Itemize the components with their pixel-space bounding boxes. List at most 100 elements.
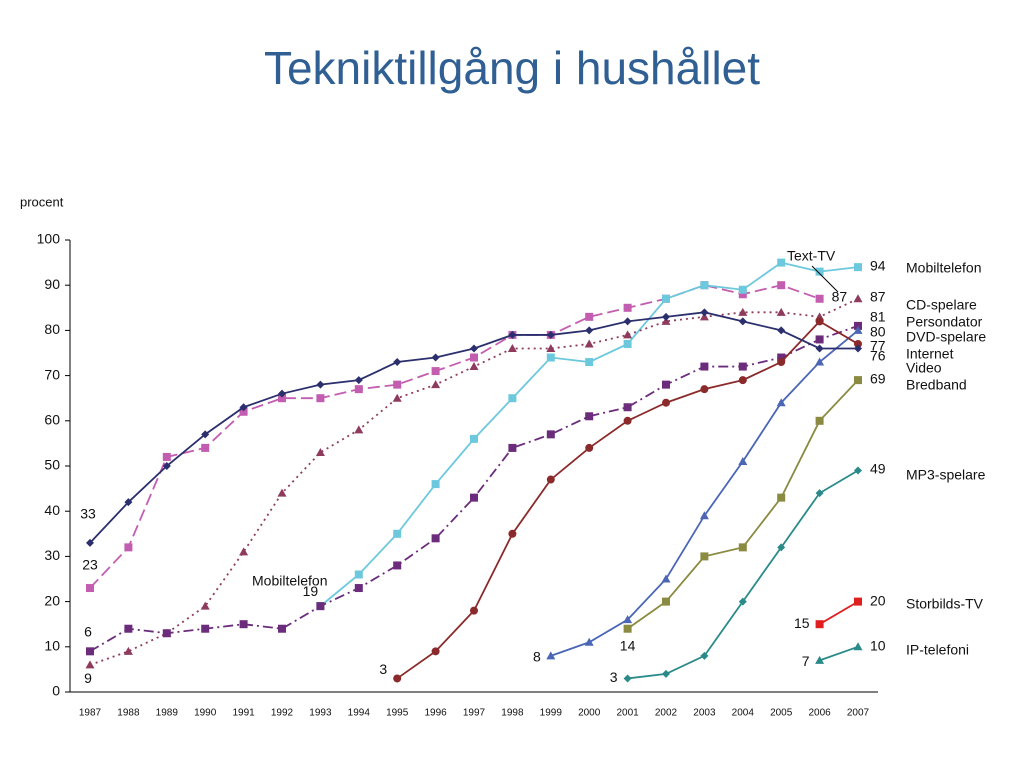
marker (354, 376, 363, 385)
marker (623, 624, 632, 633)
marker (777, 493, 786, 502)
marker (393, 380, 402, 389)
legend-label: CD-spelare (906, 297, 977, 313)
marker (470, 606, 478, 615)
marker (623, 416, 632, 425)
marker (431, 353, 440, 362)
marker (162, 452, 171, 461)
legend-label: IP-telefoni (906, 642, 969, 658)
marker (86, 647, 94, 656)
marker (738, 290, 747, 299)
marker (700, 385, 709, 394)
data-label: 87 (832, 289, 848, 305)
marker (315, 447, 325, 456)
y-tick-label: 30 (44, 547, 60, 563)
x-tick-label: 2005 (770, 708, 793, 719)
y-tick-label: 0 (52, 683, 60, 699)
series-line (819, 645, 859, 662)
marker (662, 380, 670, 389)
marker (354, 385, 363, 394)
data-label: 20 (870, 593, 886, 609)
marker (815, 357, 825, 366)
series-line (89, 284, 820, 589)
marker (661, 574, 671, 583)
marker (201, 430, 210, 439)
series-line (550, 329, 859, 657)
x-tick-label: 2000 (578, 708, 601, 719)
y-tick-label: 10 (44, 638, 60, 654)
marker (662, 597, 670, 606)
marker (278, 389, 286, 398)
marker (623, 317, 632, 326)
marker (623, 339, 632, 348)
marker (316, 602, 325, 611)
annotation: Mobiltelefon (252, 573, 328, 589)
x-tick-label: 1996 (424, 708, 447, 719)
marker (815, 294, 824, 303)
marker (699, 312, 709, 321)
marker (278, 394, 286, 403)
data-label: 69 (870, 371, 886, 387)
marker (431, 480, 440, 489)
marker (623, 403, 632, 412)
marker (354, 584, 363, 593)
legend-label: Storbilds-TV (906, 596, 984, 612)
marker (815, 267, 824, 276)
x-tick-label: 1994 (348, 708, 371, 719)
data-label: 6 (84, 624, 92, 640)
marker (815, 317, 824, 326)
marker (546, 353, 555, 362)
marker (354, 425, 364, 434)
marker (546, 651, 556, 660)
marker (815, 620, 824, 629)
data-label: 14 (620, 637, 636, 653)
y-tick-label: 80 (44, 321, 60, 337)
marker (738, 362, 747, 371)
marker (431, 380, 441, 389)
data-label: 15 (794, 615, 810, 631)
marker (431, 534, 440, 543)
marker (507, 343, 517, 352)
y-tick-label: 100 (37, 231, 61, 247)
marker (662, 669, 670, 678)
marker (738, 285, 747, 294)
x-tick-label: 1990 (194, 708, 217, 719)
marker (508, 394, 517, 403)
marker (662, 398, 670, 407)
marker (124, 498, 133, 507)
marker (316, 394, 325, 403)
legend-label: Text-TV (787, 248, 836, 264)
marker (854, 597, 862, 606)
marker (738, 376, 747, 385)
legend-label: Internet (906, 346, 954, 362)
marker (777, 358, 786, 367)
x-tick-label: 1991 (232, 708, 255, 719)
y-tick-label: 50 (44, 457, 60, 473)
marker (431, 367, 440, 376)
y-tick-label: 40 (44, 502, 60, 518)
marker (623, 674, 632, 683)
marker (854, 466, 862, 475)
x-tick-label: 2001 (616, 708, 639, 719)
series-line (819, 600, 859, 625)
marker (546, 475, 555, 484)
marker (393, 674, 402, 683)
marker (738, 317, 747, 326)
marker (393, 358, 402, 367)
marker (853, 294, 863, 303)
data-label: 19 (303, 583, 319, 599)
marker (470, 353, 478, 362)
data-label: 23 (82, 557, 98, 573)
marker (700, 308, 709, 317)
x-tick-label: 2003 (693, 708, 716, 719)
data-label: 7 (802, 653, 810, 669)
marker (815, 416, 824, 425)
x-tick-label: 1998 (501, 708, 524, 719)
marker (585, 443, 594, 452)
x-tick-label: 2002 (655, 708, 678, 719)
x-tick-label: 1997 (463, 708, 486, 719)
marker (239, 403, 248, 412)
x-tick-label: 1993 (309, 708, 332, 719)
marker (777, 281, 786, 290)
